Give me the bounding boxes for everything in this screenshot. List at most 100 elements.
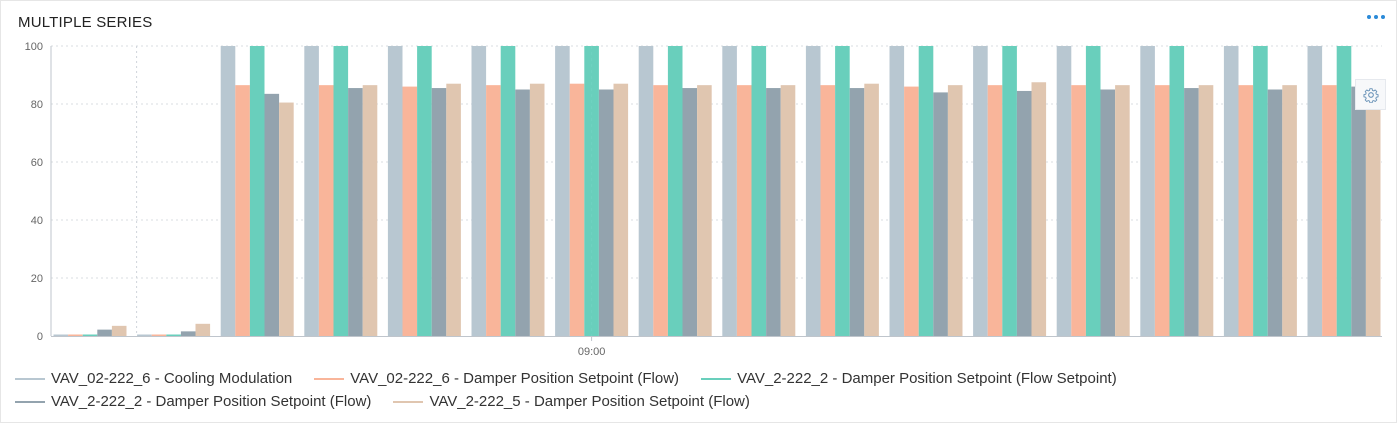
legend-item[interactable]: VAV_02-222_6 - Cooling Modulation [15, 370, 292, 387]
bar [195, 323, 211, 336]
bar [780, 85, 796, 337]
bar [653, 85, 668, 337]
bar [417, 46, 432, 336]
y-tick-label: 20 [31, 273, 43, 285]
legend-item[interactable]: VAV_2-222_2 - Damper Position Setpoint (… [15, 393, 371, 410]
legend-row: VAV_02-222_6 - Cooling Modulation VAV_02-… [15, 367, 1385, 390]
bar [82, 334, 98, 336]
bar [1365, 85, 1381, 337]
bar [515, 89, 530, 336]
y-tick-label: 60 [31, 157, 43, 169]
bar [598, 89, 614, 336]
bar [751, 46, 767, 336]
bar [180, 331, 196, 336]
bar [279, 102, 294, 336]
bar [722, 46, 737, 336]
bar [1238, 85, 1254, 337]
more-dot [1367, 15, 1371, 19]
bar [387, 46, 403, 336]
bar [471, 46, 487, 336]
bar [333, 46, 349, 336]
bars-group [53, 46, 1381, 337]
bar [348, 88, 363, 336]
bar [1100, 89, 1116, 336]
bar [1282, 85, 1297, 337]
legend-label: VAV_2-222_5 - Damper Position Setpoint (… [429, 393, 750, 410]
legend-label: VAV_2-222_2 - Damper Position Setpoint (… [51, 393, 372, 410]
bar [1056, 46, 1072, 336]
more-dot [1381, 15, 1385, 19]
legend-item[interactable]: VAV_2-222_5 - Damper Position Setpoint (… [393, 393, 750, 410]
y-tick-label: 100 [25, 41, 43, 53]
bar [166, 334, 181, 336]
bar [362, 85, 378, 337]
bar [820, 85, 836, 337]
bar [638, 46, 654, 336]
bar [1351, 86, 1366, 336]
bar [529, 83, 545, 336]
more-options-icon[interactable] [1364, 7, 1388, 27]
bar [736, 85, 752, 337]
bar [446, 83, 461, 336]
legend-label: VAV_02-222_6 - Cooling Modulation [51, 370, 293, 387]
legend-swatch [15, 377, 45, 380]
legend-label: VAV_02-222_6 - Damper Position Setpoint … [350, 370, 680, 387]
bar [111, 325, 127, 336]
bar [220, 46, 236, 336]
bar [151, 334, 167, 336]
bar [1336, 46, 1352, 336]
bar [987, 85, 1003, 337]
bar [235, 85, 250, 337]
bar [947, 85, 963, 337]
bar [1002, 46, 1017, 336]
bar [1154, 85, 1170, 337]
bar [304, 46, 319, 336]
bar [500, 46, 516, 336]
legend-label: VAV_2-222_2 - Damper Position Setpoint (… [737, 370, 1117, 387]
bar [1223, 46, 1239, 336]
bar [805, 46, 821, 336]
bar [1307, 46, 1323, 336]
y-tick-label: 40 [31, 215, 43, 227]
y-tick-label: 0 [37, 331, 43, 343]
chart-settings-button[interactable] [1355, 79, 1386, 110]
bar [1322, 85, 1337, 337]
bar [918, 46, 934, 336]
legend-swatch [15, 400, 45, 403]
bar [431, 88, 447, 336]
bar [264, 93, 280, 336]
bar [486, 85, 501, 337]
y-tick-label: 80 [31, 99, 43, 111]
legend-item[interactable]: VAV_02-222_6 - Damper Position Setpoint … [314, 370, 679, 387]
bar [1071, 85, 1086, 337]
bar [667, 46, 683, 336]
bar [569, 83, 585, 336]
bar [933, 92, 948, 337]
bar [97, 329, 112, 336]
bar [53, 334, 69, 336]
legend-swatch [393, 400, 424, 403]
bar [402, 86, 418, 336]
bar [1031, 82, 1047, 336]
bar [849, 88, 865, 336]
bar [973, 46, 988, 336]
legend-item[interactable]: VAV_2-222_2 - Damper Position Setpoint (… [701, 370, 1117, 387]
chart-legend: VAV_02-222_6 - Cooling Modulation VAV_02-… [15, 367, 1385, 413]
bar [835, 46, 850, 336]
bar [68, 334, 83, 336]
widget-title: MULTIPLE SERIES [18, 14, 153, 31]
bar [1267, 89, 1283, 336]
bar [1184, 88, 1199, 336]
bar [1198, 85, 1214, 337]
bar [1016, 90, 1032, 336]
bar [249, 46, 265, 336]
gear-icon [1362, 87, 1379, 103]
legend-swatch [314, 377, 345, 380]
bar [613, 83, 629, 336]
bar [1115, 85, 1130, 337]
bar [137, 334, 152, 336]
bar [1169, 46, 1185, 336]
x-tick-label: 09:00 [578, 346, 606, 358]
bar [1253, 46, 1268, 336]
